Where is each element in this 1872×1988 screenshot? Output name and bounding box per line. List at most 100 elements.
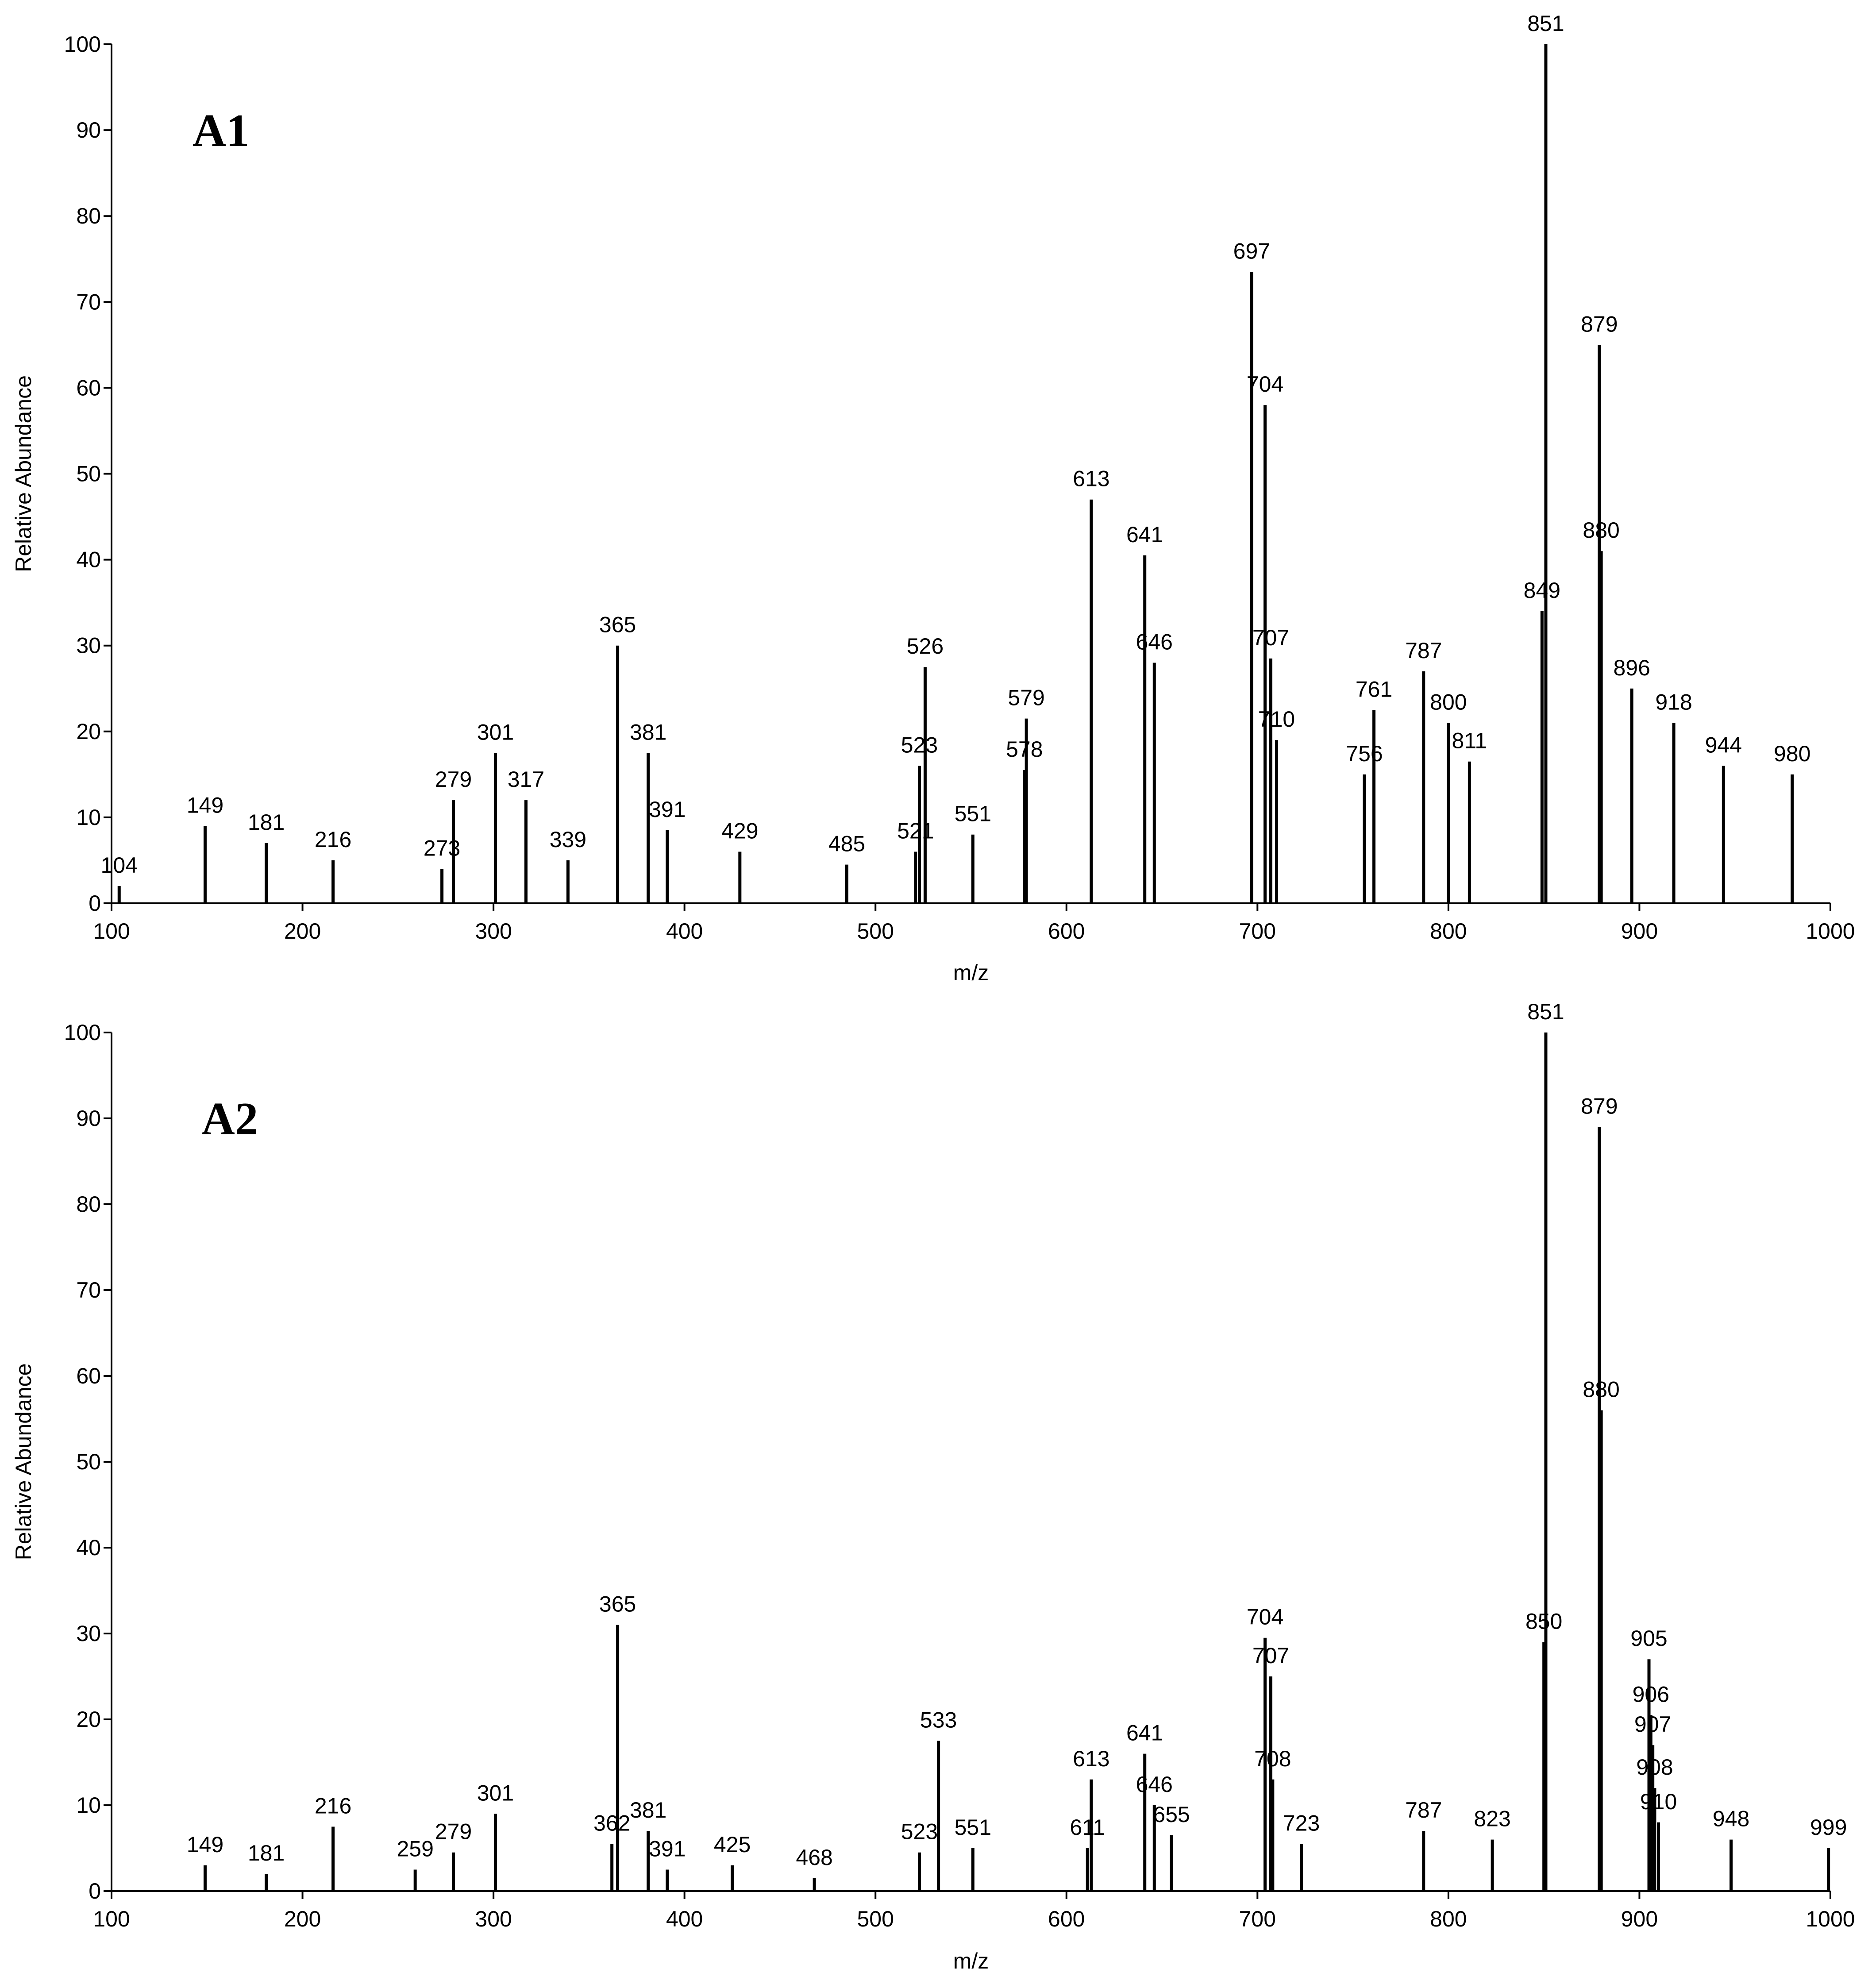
x-tick-label: 800 [1430,919,1467,944]
x-axis-title: m/z [953,1949,989,1973]
y-axis-title: Relative Abundance [11,1364,36,1560]
peak-label: 948 [1713,1807,1749,1831]
peak-label: 425 [714,1832,751,1857]
peak-label: 787 [1405,1798,1442,1822]
y-tick-label: 50 [76,1449,101,1474]
x-tick-label: 800 [1430,1907,1467,1931]
peak-label: 523 [901,1819,938,1844]
peak-label: 910 [1640,1789,1677,1814]
peak-label: 918 [1655,690,1692,714]
peak-label: 708 [1254,1746,1291,1771]
peak-label: 613 [1073,466,1109,491]
peak-label: 697 [1233,239,1270,263]
peak-label: 521 [897,819,934,844]
peak-label: 646 [1136,1772,1173,1797]
peak-label: 641 [1126,1721,1163,1745]
x-tick-label: 500 [857,1907,894,1931]
peak-label: 468 [796,1845,832,1870]
peak-label: 429 [721,819,758,844]
x-tick-label: 1000 [1806,1907,1855,1931]
y-tick-label: 40 [76,547,101,572]
panel-title: A1 [193,104,249,156]
peak-label: 905 [1630,1626,1667,1651]
x-tick-label: 200 [284,919,321,944]
peak-label: 339 [550,827,586,852]
panel-title: A2 [201,1093,258,1144]
y-tick-label: 100 [64,1020,101,1045]
peak-label: 641 [1126,522,1163,547]
y-tick-label: 60 [76,375,101,400]
peak-label: 181 [248,1841,285,1865]
y-axis-title: Relative Abundance [11,375,36,572]
peak-label: 279 [435,1819,472,1844]
peak-label: 149 [187,793,223,817]
x-tick-label: 500 [857,919,894,944]
y-tick-label: 90 [76,118,101,143]
peak-label: 551 [955,1815,991,1840]
x-tick-label: 200 [284,1907,321,1931]
y-tick-label: 50 [76,462,101,486]
peak-label: 365 [599,613,636,637]
peak-label: 216 [315,827,351,852]
peak-label: 707 [1252,1643,1289,1668]
peak-label: 851 [1527,999,1564,1024]
peak-label: 880 [1583,1377,1619,1402]
y-tick-label: 60 [76,1364,101,1388]
peak-label: 259 [397,1837,433,1861]
peak-label: 879 [1581,312,1618,336]
x-tick-label: 700 [1239,1907,1276,1931]
peak-label: 756 [1346,741,1383,766]
y-tick-label: 10 [76,805,101,830]
peak-label: 707 [1252,625,1289,650]
peak-label: 533 [920,1708,957,1733]
peak-label: 908 [1636,1755,1673,1780]
y-tick-label: 90 [76,1106,101,1131]
peak-label: 710 [1258,707,1295,732]
x-tick-label: 700 [1239,919,1276,944]
peak-label: 613 [1073,1746,1109,1771]
peak-label: 523 [901,732,938,757]
peak-label: 301 [477,1780,514,1805]
peak-label: 823 [1474,1807,1510,1831]
y-tick-label: 70 [76,1278,101,1302]
y-tick-label: 10 [76,1793,101,1818]
peak-label: 365 [599,1592,636,1617]
peak-label: 485 [828,832,865,856]
peak-label: 301 [477,720,514,744]
peak-label: 761 [1356,677,1392,701]
y-tick-label: 100 [64,32,101,57]
peak-label: 896 [1613,655,1650,680]
peak-label: 381 [630,1798,666,1822]
peak-label: 704 [1247,1605,1283,1630]
x-tick-label: 400 [666,1907,703,1931]
x-tick-label: 300 [475,919,512,944]
peak-label: 704 [1247,372,1283,397]
y-tick-label: 20 [76,719,101,744]
y-tick-label: 0 [89,891,101,916]
peak-label: 611 [1070,1815,1105,1840]
x-tick-label: 600 [1048,1907,1085,1931]
peak-label: 850 [1525,1609,1562,1634]
peak-label: 181 [248,810,285,835]
peak-label: 811 [1452,728,1487,753]
peak-label: 944 [1705,732,1742,757]
peak-label: 149 [187,1832,223,1857]
x-tick-label: 900 [1621,919,1658,944]
peak-label: 851 [1527,11,1564,36]
peak-label: 279 [435,767,472,792]
peak-label: 526 [907,634,944,659]
peak-label: 999 [1810,1815,1847,1840]
peak-label: 362 [593,1811,630,1835]
x-tick-label: 300 [475,1907,512,1931]
y-tick-label: 70 [76,289,101,314]
x-tick-label: 1000 [1806,919,1855,944]
peak-label: 800 [1430,690,1467,714]
peak-label: 216 [315,1794,351,1818]
x-tick-label: 900 [1621,1907,1658,1931]
y-tick-label: 30 [76,1621,101,1646]
peak-label: 723 [1283,1811,1320,1835]
y-tick-label: 40 [76,1535,101,1560]
y-tick-label: 20 [76,1707,101,1732]
peak-label: 317 [508,767,544,792]
